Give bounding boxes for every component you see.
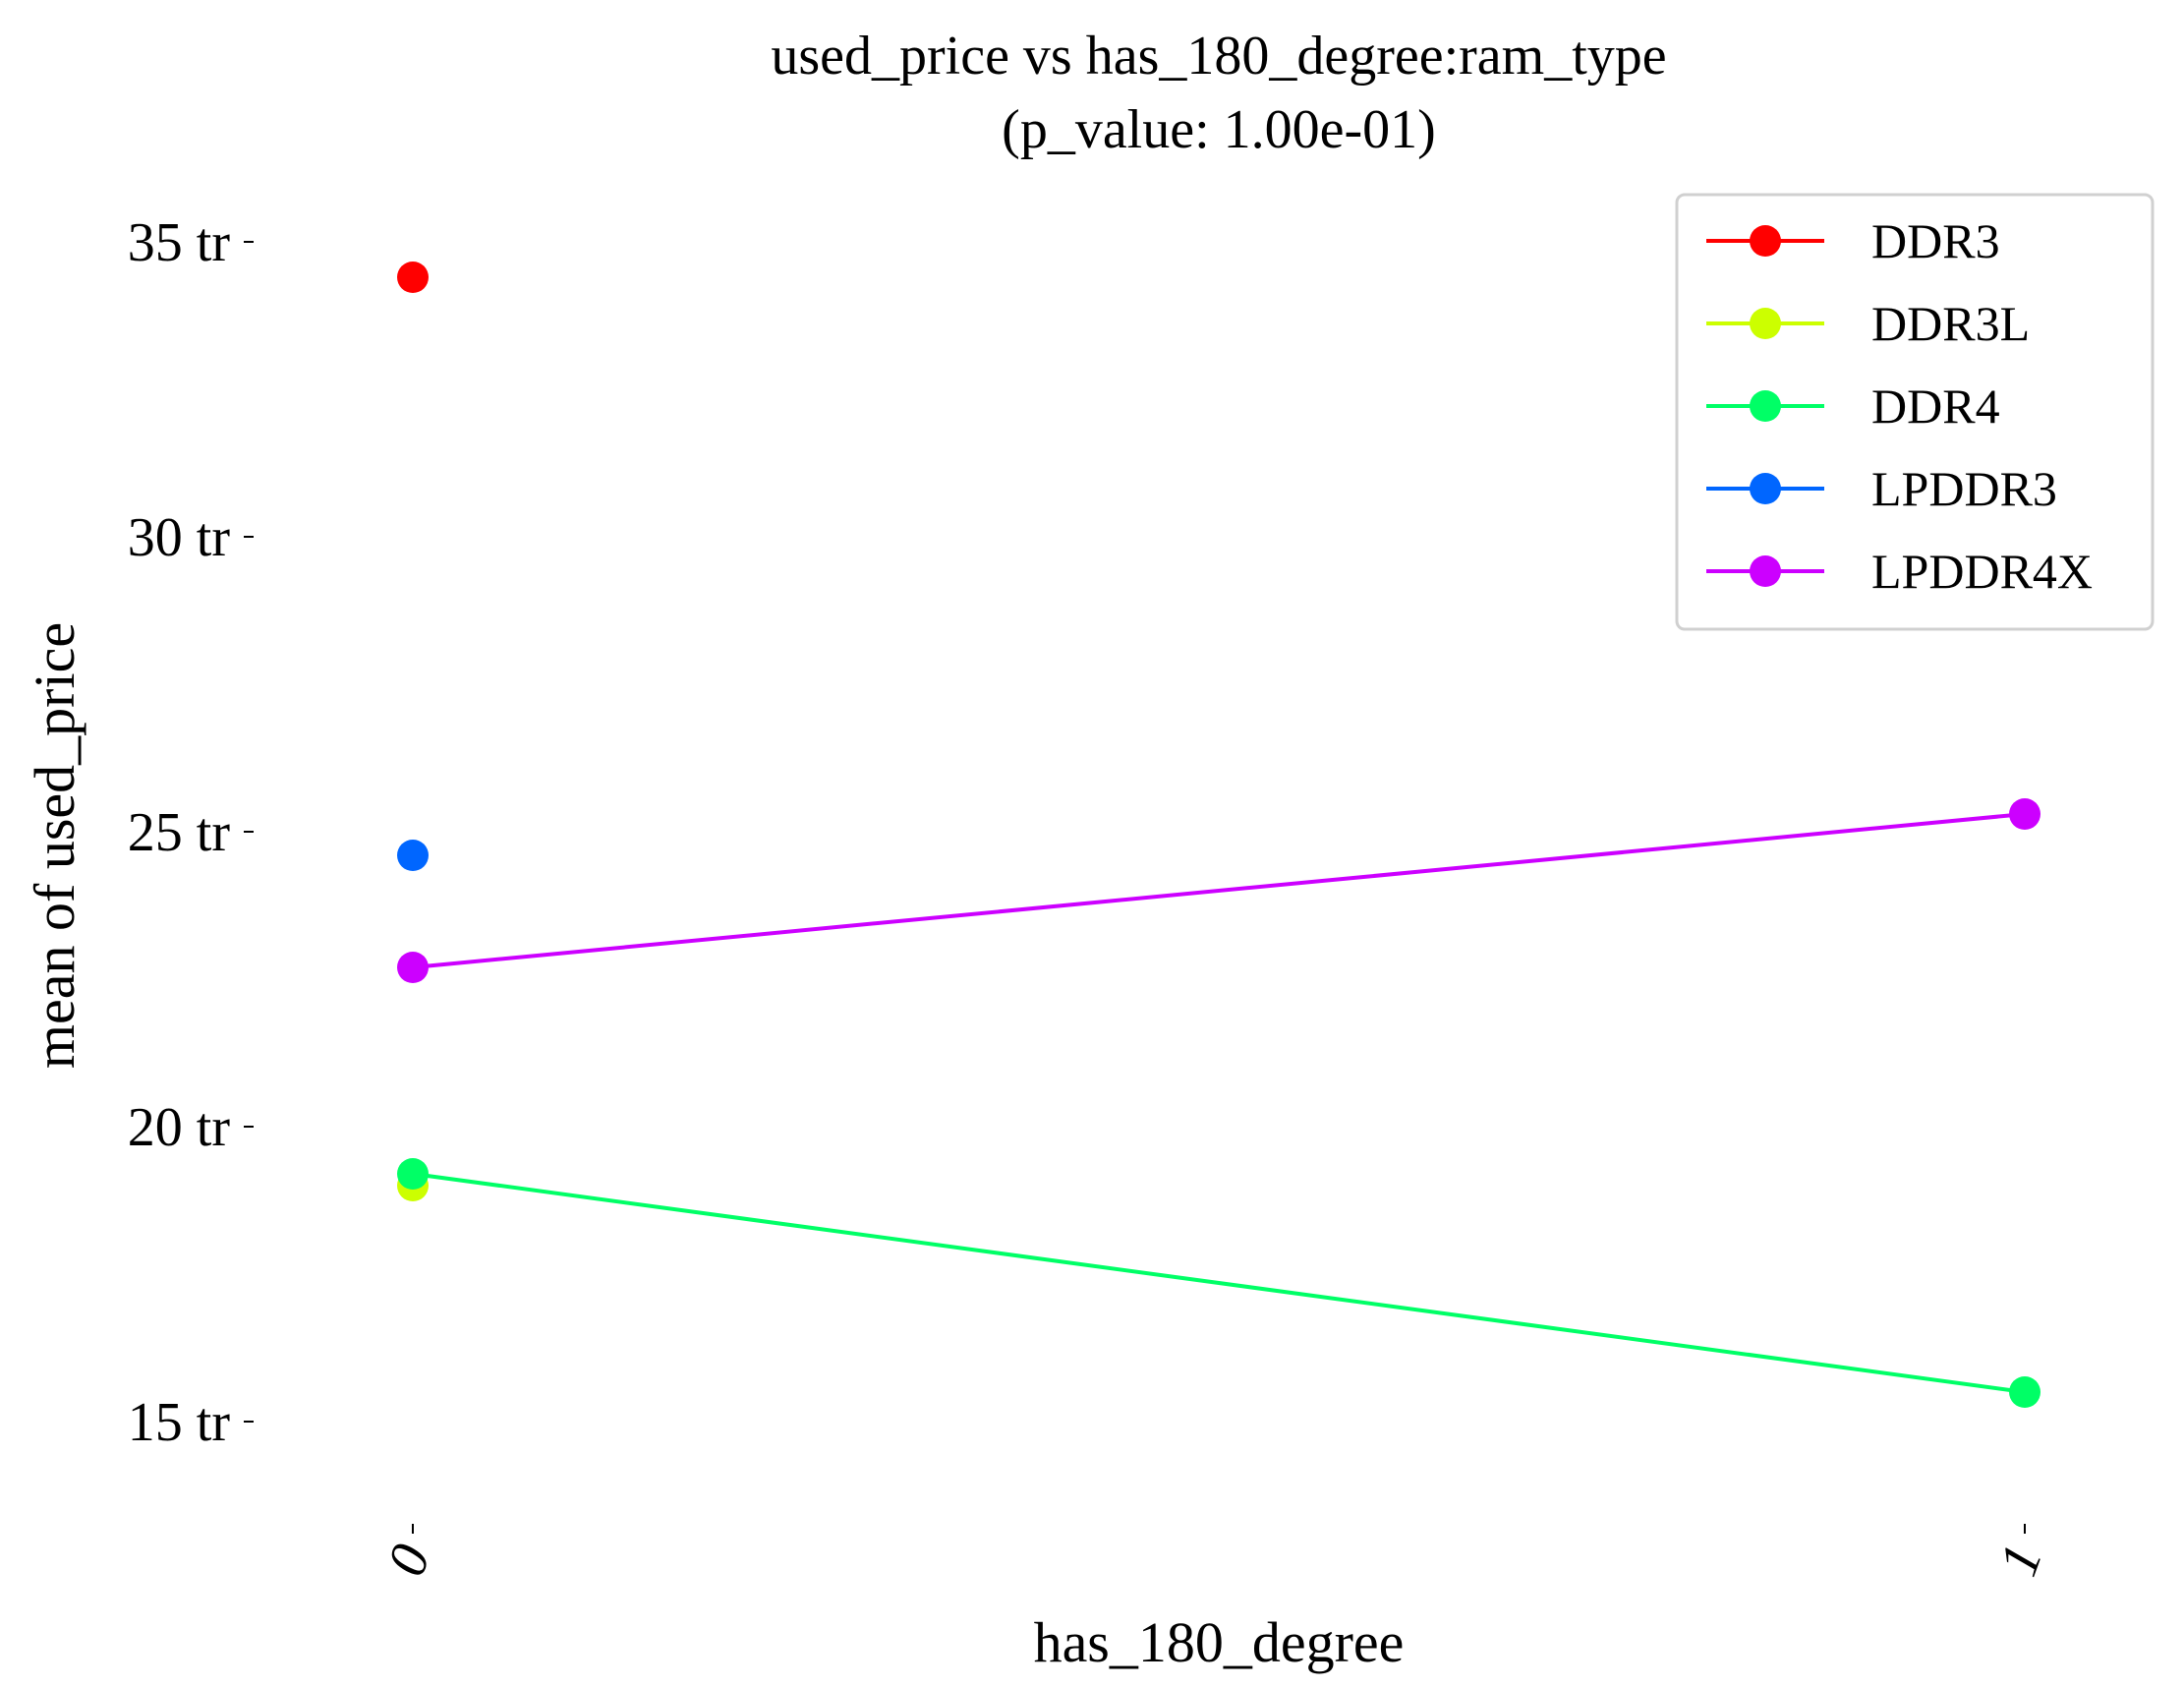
legend-label: DDR3L [1871,296,2030,351]
chart-title: used_price vs has_180_degree:ram_type [771,26,1666,87]
legend-marker [1750,390,1781,422]
legend-item-ddr4: DDR4 [1706,378,2000,434]
legend-marker [1750,225,1781,257]
series-line-lpddr4x [412,812,2026,969]
legend-label: LPDDR3 [1871,461,2057,516]
y-tick-label: 35 tr [128,212,231,273]
y-tick-label: 25 tr [128,802,231,863]
legend-item-ddr3l: DDR3L [1706,296,2030,351]
y-tick-label: 15 tr [128,1392,231,1453]
legend-item-lpddr3: LPDDR3 [1706,461,2057,516]
chart-subtitle: (p_value: 1.00e-01) [1002,99,1436,160]
x-axis-label: has_180_degree [1034,1610,1405,1674]
series-points [397,262,2040,1408]
legend-label: DDR3 [1871,213,2000,268]
legend-label: DDR4 [1871,378,2000,434]
legend-marker [1750,308,1781,339]
legend-marker [1750,555,1781,587]
data-point-lpddr4x [2009,798,2040,830]
series-line-ddr4 [412,1172,2026,1394]
legend-item-lpddr4x: LPDDR4X [1706,544,2093,599]
data-point-ddr4 [397,1158,429,1190]
y-tick-label: 20 tr [128,1097,231,1158]
y-tick-label: 30 tr [128,507,231,568]
y-axis-ticks: 15 tr 20 tr 25 tr 30 tr 35 tr [128,212,254,1453]
y-axis-label: mean of used_price [23,622,86,1069]
data-point-ddr4 [2009,1376,2040,1408]
data-point-lpddr4x [397,952,429,983]
data-point-ddr3 [397,262,429,293]
series-lines [412,812,2026,1394]
data-point-lpddr3 [397,840,429,871]
legend-label: LPDDR4X [1871,544,2093,599]
legend-item-ddr3: DDR3 [1706,213,2000,268]
legend: DDR3 DDR3L DDR4 LPDDR3 LPDDR4X [1675,193,2155,631]
legend-frame [1675,193,2155,631]
legend-items: DDR3 DDR3L DDR4 LPDDR3 LPDDR4X [1706,213,2093,599]
legend-marker [1750,473,1781,504]
